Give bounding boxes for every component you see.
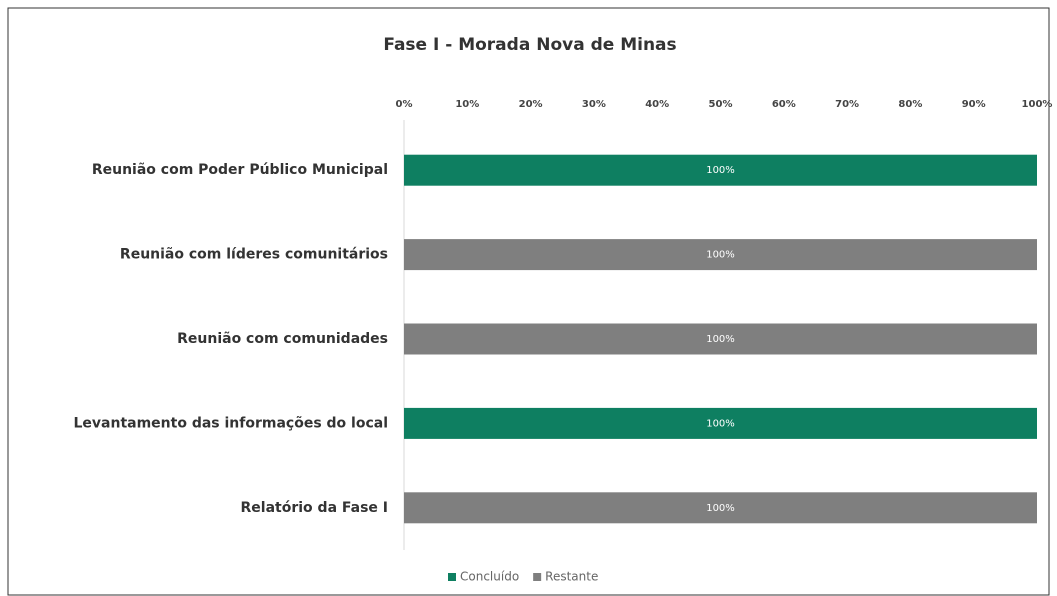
y-tick-label: Levantamento das informações do local [73, 415, 388, 431]
legend-swatch [533, 573, 542, 581]
x-tick-label: 10% [455, 99, 479, 110]
bar-segment [404, 407, 1037, 439]
legend-label: Concluído [460, 570, 519, 584]
chart-title: Fase I - Morada Nova de Minas [383, 35, 676, 55]
data-label: 100% [706, 418, 735, 429]
x-tick-label: 40% [645, 99, 669, 110]
y-tick-label: Reunião com líderes comunitários [120, 247, 388, 263]
bar-segment [404, 323, 1037, 355]
data-label: 100% [706, 165, 735, 176]
x-tick-label: 70% [835, 99, 859, 110]
x-tick-label: 100% [1022, 99, 1053, 110]
x-tick-label: 20% [519, 99, 543, 110]
bar-segment [404, 239, 1037, 271]
legend-label: Restante [545, 570, 598, 584]
y-tick-label: Relatório da Fase I [241, 500, 388, 516]
x-tick-label: 80% [898, 99, 922, 110]
x-tick-label: 30% [582, 99, 606, 110]
x-tick-label: 50% [709, 99, 733, 110]
x-tick-label: 90% [962, 99, 986, 110]
bar-segment [404, 492, 1037, 524]
x-tick-label: 0% [396, 99, 413, 110]
bar-segment [404, 154, 1037, 186]
data-label: 100% [706, 334, 735, 345]
data-label: 100% [706, 503, 735, 514]
legend-swatch [448, 573, 456, 581]
x-tick-label: 60% [772, 99, 796, 110]
y-tick-label: Reunião com comunidades [177, 331, 388, 347]
y-tick-label: Reunião com Poder Público Municipal [92, 162, 388, 178]
data-label: 100% [706, 250, 735, 261]
